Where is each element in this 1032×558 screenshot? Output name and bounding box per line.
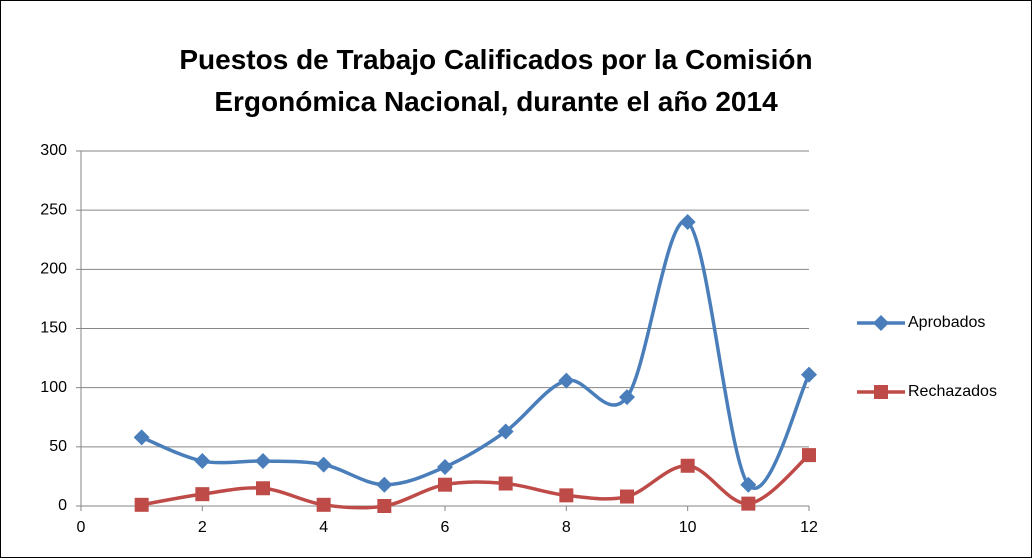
- x-tick-label: 10: [679, 519, 697, 536]
- y-tick-label: 300: [40, 142, 67, 159]
- data-point: [256, 481, 270, 496]
- data-point: [620, 489, 634, 504]
- data-point: [497, 423, 514, 440]
- data-point: [801, 366, 817, 383]
- data-point: [498, 476, 513, 491]
- data-point: [802, 448, 816, 463]
- series-line: [141, 219, 811, 490]
- x-tick-label: 8: [562, 519, 571, 536]
- legend-label: Rechazados: [908, 383, 997, 400]
- x-tick-label: 0: [77, 519, 86, 536]
- legend-marker: [874, 385, 888, 399]
- y-tick-label: 150: [40, 320, 67, 337]
- x-tick-label: 6: [441, 519, 450, 536]
- y-tick-label: 100: [40, 379, 67, 396]
- data-point: [438, 477, 452, 492]
- data-point: [133, 429, 150, 446]
- y-tick-label: 250: [40, 201, 67, 218]
- y-tick-label: 50: [49, 438, 67, 455]
- data-point: [437, 458, 453, 475]
- legend-marker: [873, 315, 889, 331]
- x-tick-label: 2: [198, 519, 207, 536]
- data-point: [741, 496, 756, 511]
- data-point: [679, 214, 696, 230]
- data-point: [559, 488, 574, 503]
- data-point: [315, 456, 332, 473]
- chart-title: Puestos de Trabajo Calificados por la Co…: [179, 44, 813, 117]
- data-point: [255, 453, 271, 470]
- data-point: [377, 499, 392, 513]
- data-point: [619, 389, 635, 406]
- x-tick-label: 4: [319, 519, 328, 536]
- x-tick-label: 12: [800, 519, 818, 536]
- data-point: [680, 458, 695, 473]
- data-point: [134, 497, 149, 512]
- data-point: [316, 497, 331, 512]
- data-point: [376, 476, 393, 493]
- data-point: [195, 487, 210, 502]
- legend-label: Aprobados: [908, 314, 985, 331]
- data-point: [740, 476, 757, 493]
- data-point: [194, 453, 211, 470]
- data-point: [558, 372, 575, 389]
- y-tick-label: 200: [40, 261, 67, 278]
- y-tick-label: 0: [58, 497, 67, 514]
